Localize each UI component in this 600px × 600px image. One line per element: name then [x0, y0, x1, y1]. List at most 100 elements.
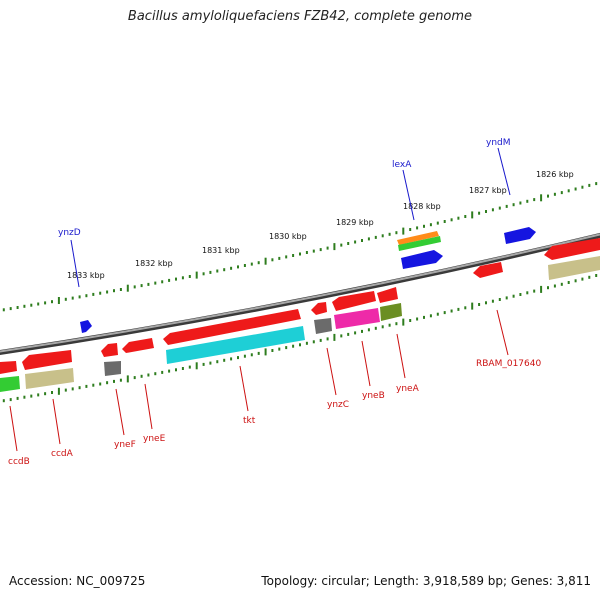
minor-tick — [175, 368, 177, 372]
minor-tick — [374, 326, 377, 330]
minor-tick — [588, 183, 591, 187]
minor-tick — [347, 242, 350, 245]
minor-tick — [202, 272, 205, 276]
minor-tick — [92, 292, 95, 296]
gene-label-yneB[interactable]: yneB — [362, 391, 385, 401]
gene-label-lexA[interactable]: lexA — [392, 160, 412, 170]
minor-tick — [78, 386, 81, 390]
minor-tick — [526, 199, 529, 203]
minor-tick — [216, 269, 219, 273]
major-tick — [195, 362, 198, 370]
minor-tick — [161, 280, 164, 284]
minor-tick — [16, 396, 19, 400]
gene-ccdA[interactable] — [22, 350, 74, 389]
minor-tick — [443, 220, 446, 223]
minor-tick — [409, 228, 412, 231]
minor-tick — [423, 315, 425, 319]
gene-label-yneE[interactable]: yneE — [143, 434, 166, 444]
gene-label-ynzD[interactable]: ynzD — [58, 228, 81, 238]
minor-tick — [250, 353, 253, 357]
gene-lexA-cog-bars[interactable] — [397, 231, 441, 251]
minor-tick — [319, 248, 322, 252]
minor-tick — [381, 234, 384, 238]
minor-tick — [223, 268, 226, 272]
minor-tick — [450, 218, 453, 222]
gene-RBAM_017640[interactable] — [473, 262, 503, 278]
minor-tick — [161, 370, 164, 374]
minor-tick — [395, 322, 398, 326]
minor-tick — [485, 301, 487, 305]
minor-tick — [567, 281, 570, 284]
gene-yndM[interactable] — [504, 227, 536, 244]
minor-tick — [85, 384, 88, 388]
minor-tick — [37, 393, 40, 397]
minor-tick — [30, 303, 33, 307]
minor-tick — [209, 361, 212, 365]
minor-tick — [168, 278, 171, 282]
gene-label-RBAM_017640[interactable]: RBAM_017640 — [476, 359, 541, 369]
minor-tick — [271, 258, 274, 262]
gene-tkt[interactable] — [163, 309, 305, 364]
gene-label-yneF[interactable]: yneF — [114, 440, 136, 450]
minor-tick — [243, 354, 246, 358]
minor-tick — [168, 369, 171, 373]
minor-tick — [340, 243, 343, 247]
minor-tick — [312, 340, 315, 344]
minor-tick — [409, 319, 412, 322]
major-tick — [126, 375, 129, 383]
minor-tick — [2, 308, 5, 312]
gene-label-yneA[interactable]: yneA — [396, 384, 420, 394]
minor-tick — [574, 187, 577, 191]
minor-tick — [9, 307, 12, 311]
minor-tick — [429, 223, 432, 227]
minor-tick — [113, 289, 115, 293]
minor-tick — [9, 398, 12, 402]
topology-text: Topology: circular; Length: 3,918,589 bp… — [261, 574, 591, 588]
minor-tick — [457, 307, 460, 311]
gene-ynzD[interactable] — [80, 320, 92, 333]
gene-label-yndM[interactable]: yndM — [486, 138, 511, 148]
minor-tick — [92, 383, 95, 387]
gene-yneE[interactable] — [122, 338, 154, 353]
minor-tick — [292, 254, 295, 257]
minor-tick — [154, 281, 157, 285]
gene-label-ynzC[interactable]: ynzC — [327, 400, 349, 410]
gene-label-ccdB[interactable]: ccdB — [8, 457, 30, 467]
genome-backbone-highlight — [0, 233, 600, 353]
minor-tick — [154, 372, 157, 376]
minor-tick — [533, 198, 536, 202]
minor-tick — [237, 356, 239, 360]
minor-tick — [326, 337, 329, 341]
minor-tick — [595, 274, 598, 277]
minor-tick — [416, 317, 419, 321]
minor-tick — [64, 297, 67, 301]
minor-tick — [23, 304, 26, 308]
minor-tick — [354, 240, 357, 244]
scale-label: 1827 kbp — [469, 186, 507, 195]
minor-tick — [51, 300, 53, 304]
gene-ccdB[interactable] — [0, 361, 20, 392]
gene-lexA[interactable] — [401, 250, 443, 269]
major-tick — [264, 257, 267, 265]
minor-tick — [367, 237, 370, 241]
minor-tick — [374, 235, 377, 239]
gene-yneB[interactable] — [332, 291, 380, 329]
gene-label-ccdA[interactable]: ccdA — [51, 449, 74, 459]
label-leaders — [9, 147, 511, 452]
minor-tick — [533, 289, 536, 293]
gene-ynzC[interactable] — [311, 302, 332, 334]
minor-tick — [188, 365, 191, 369]
minor-tick — [588, 275, 591, 279]
scale-label: 1831 kbp — [202, 246, 240, 255]
minor-tick — [133, 376, 136, 380]
gene-yneF[interactable] — [101, 343, 121, 376]
minor-tick — [23, 395, 26, 399]
minor-tick — [436, 221, 439, 225]
gene-right-edge-khaki[interactable] — [548, 256, 600, 280]
gene-label-tkt[interactable]: tkt — [243, 416, 256, 426]
gene-right-edge-red[interactable] — [544, 238, 600, 260]
major-tick — [333, 333, 336, 341]
gene-yneA[interactable] — [377, 287, 402, 321]
minor-tick — [119, 378, 122, 382]
